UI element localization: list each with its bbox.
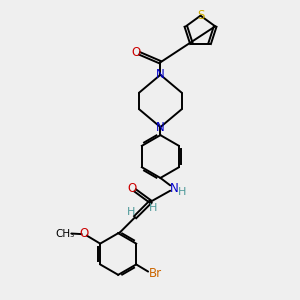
Text: O: O [80, 227, 89, 240]
Text: H: H [149, 203, 157, 213]
Text: CH₃: CH₃ [56, 229, 75, 238]
Text: H: H [127, 207, 136, 217]
Text: H: H [178, 187, 186, 197]
Text: S: S [197, 9, 204, 22]
Text: O: O [128, 182, 137, 195]
Text: N: N [156, 121, 165, 134]
Text: Br: Br [148, 267, 161, 280]
Text: O: O [131, 46, 140, 59]
Text: N: N [156, 68, 165, 81]
Text: N: N [169, 182, 178, 195]
